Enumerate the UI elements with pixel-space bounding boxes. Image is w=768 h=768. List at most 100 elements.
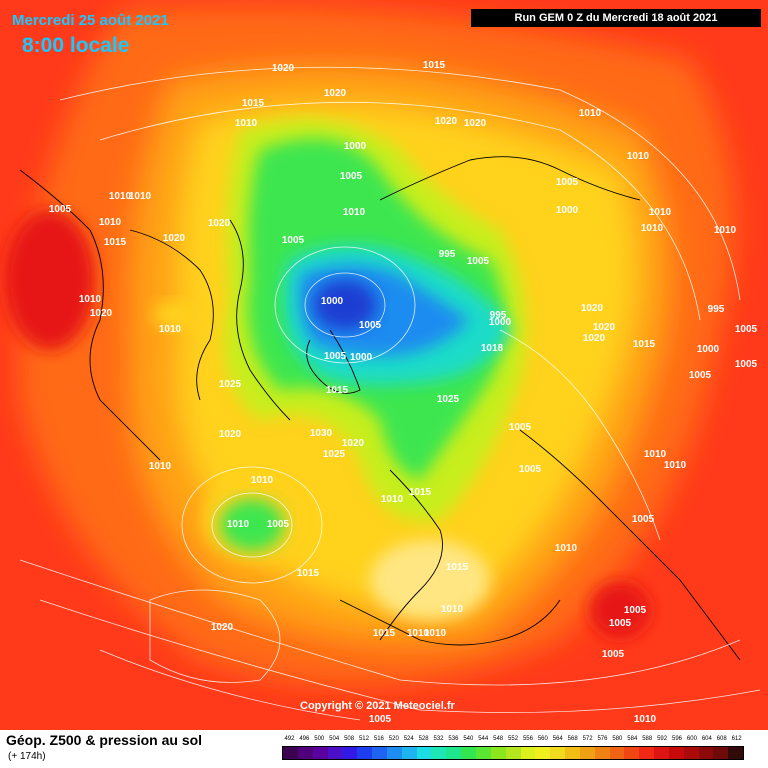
pressure-label: 1020 xyxy=(323,88,347,99)
pressure-label: 1015 xyxy=(241,98,265,109)
pressure-label: 1005 xyxy=(688,370,712,381)
pressure-label: 1005 xyxy=(623,605,647,616)
pressure-label: 1005 xyxy=(734,359,758,370)
scale-swatch xyxy=(372,747,387,759)
scale-swatch xyxy=(639,747,655,759)
pressure-label: 1000 xyxy=(696,344,720,355)
scale-tick-label: 504 xyxy=(329,736,340,742)
color-scale: 492 496 500 504 508 512 516 520 524 528 532 536 540 5… xyxy=(282,732,744,766)
scale-tick-label: 516 xyxy=(373,736,384,742)
scale-swatch xyxy=(431,747,447,759)
pressure-label: 1010 xyxy=(406,628,430,639)
pressure-label: 1020 xyxy=(592,322,616,333)
pressure-label: 1010 xyxy=(342,207,366,218)
pressure-label: 1010 xyxy=(158,324,182,335)
scale-tick-label: 528 xyxy=(418,736,429,742)
pressure-label: 1010 xyxy=(380,494,404,505)
scale-tick-label: 552 xyxy=(508,736,519,742)
pressure-label: 1010 xyxy=(78,294,102,305)
contour-ring xyxy=(149,589,281,683)
pressure-label: 1015 xyxy=(325,385,349,396)
scale-tick-label: 592 xyxy=(657,736,668,742)
deep-low-center xyxy=(313,280,377,330)
scale-tick-label: 584 xyxy=(627,736,638,742)
coast-mediterranean xyxy=(339,599,561,646)
pressure-label: 1010 xyxy=(643,449,667,460)
scale-tick-label: 492 xyxy=(284,736,295,742)
pressure-label: 1010 xyxy=(98,217,122,228)
pressure-label: 1000 xyxy=(555,205,579,216)
scale-tick-label: 572 xyxy=(582,736,593,742)
pressure-contours xyxy=(19,66,761,721)
forecast-local-time: 8:00 locale xyxy=(22,34,130,57)
scale-tick-label: 500 xyxy=(314,736,325,742)
scale-swatch xyxy=(327,747,343,759)
scale-tick-labels: 492 496 500 504 508 512 516 520 524 528 532 536 540 5… xyxy=(282,732,744,746)
scale-tick-label: 564 xyxy=(552,736,563,742)
contour-ring xyxy=(274,246,416,364)
legend-footer: Géop. Z500 & pression au sol (+ 174h) 49… xyxy=(0,730,768,768)
scale-swatch xyxy=(297,747,313,759)
pressure-label: 1015 xyxy=(445,562,469,573)
pressure-label: 1020 xyxy=(218,429,242,440)
scale-swatch xyxy=(461,747,476,759)
contour-line xyxy=(39,599,761,713)
pressure-label: 1010 xyxy=(578,108,602,119)
pressure-label: 1010 xyxy=(713,225,737,236)
scale-tick-label: 596 xyxy=(672,736,683,742)
scale-swatch xyxy=(446,747,462,759)
scale-swatch xyxy=(312,747,328,759)
pressure-label: 1005 xyxy=(734,324,758,335)
pressure-label: 1025 xyxy=(322,449,346,460)
pressure-label: 995 xyxy=(707,304,725,315)
legend-title: Géop. Z500 & pression au sol xyxy=(6,732,203,748)
pressure-label: 1015 xyxy=(372,628,396,639)
atlantic-low-green xyxy=(220,499,284,551)
pressure-label: 1010 xyxy=(440,604,464,615)
pressure-label: 1025 xyxy=(436,394,460,405)
pressure-label: 1020 xyxy=(434,116,458,127)
scale-tick-label: 536 xyxy=(448,736,459,742)
pressure-label: 1000 xyxy=(349,352,373,363)
forecast-date: Mercredi 25 août 2021 xyxy=(12,12,169,29)
pressure-label: 1015 xyxy=(632,339,656,350)
pressure-label: 1030 xyxy=(309,428,333,439)
scale-tick-label: 560 xyxy=(537,736,548,742)
pressure-label: 1000 xyxy=(488,317,512,328)
scale-tick-label: 604 xyxy=(701,736,712,742)
pressure-label: 1015 xyxy=(408,487,432,498)
scale-swatch xyxy=(698,747,714,759)
pressure-label: 1020 xyxy=(341,438,365,449)
contour-ring xyxy=(304,272,386,338)
pressure-label: 1020 xyxy=(463,118,487,129)
pressure-label: 1010 xyxy=(128,191,152,202)
scale-swatch xyxy=(624,747,640,759)
scale-swatches xyxy=(282,746,744,760)
scale-tick-label: 520 xyxy=(388,736,399,742)
scale-tick-label: 588 xyxy=(642,736,653,742)
pressure-label: 1005 xyxy=(508,422,532,433)
scale-tick-label: 508 xyxy=(344,736,355,742)
pressure-label: 1020 xyxy=(210,622,234,633)
scale-tick-label: 496 xyxy=(299,736,310,742)
scale-tick-label: 524 xyxy=(403,736,414,742)
copyright-notice: Copyright © 2021 Meteociel.fr xyxy=(300,700,455,712)
scale-tick-label: 576 xyxy=(597,736,608,742)
pressure-label: 1015 xyxy=(422,60,446,71)
europe-pale-patch xyxy=(370,540,490,620)
scale-swatch xyxy=(594,747,610,759)
scale-swatch xyxy=(475,747,491,759)
geopotential-color-fields xyxy=(5,5,735,686)
pressure-label: 1005 xyxy=(555,177,579,188)
pressure-label: 1005 xyxy=(323,351,347,362)
pressure-label: 1000 xyxy=(320,296,344,307)
pressure-label: 1015 xyxy=(103,237,127,248)
pressure-label: 1018 xyxy=(480,343,504,354)
scale-swatch xyxy=(728,747,744,759)
scale-swatch xyxy=(505,747,521,759)
hudson-yellow-patch xyxy=(153,301,197,329)
pressure-label: 1020 xyxy=(582,333,606,344)
scale-swatch xyxy=(535,747,551,759)
pressure-label: 1025 xyxy=(218,379,242,390)
scale-tick-label: 512 xyxy=(358,736,369,742)
